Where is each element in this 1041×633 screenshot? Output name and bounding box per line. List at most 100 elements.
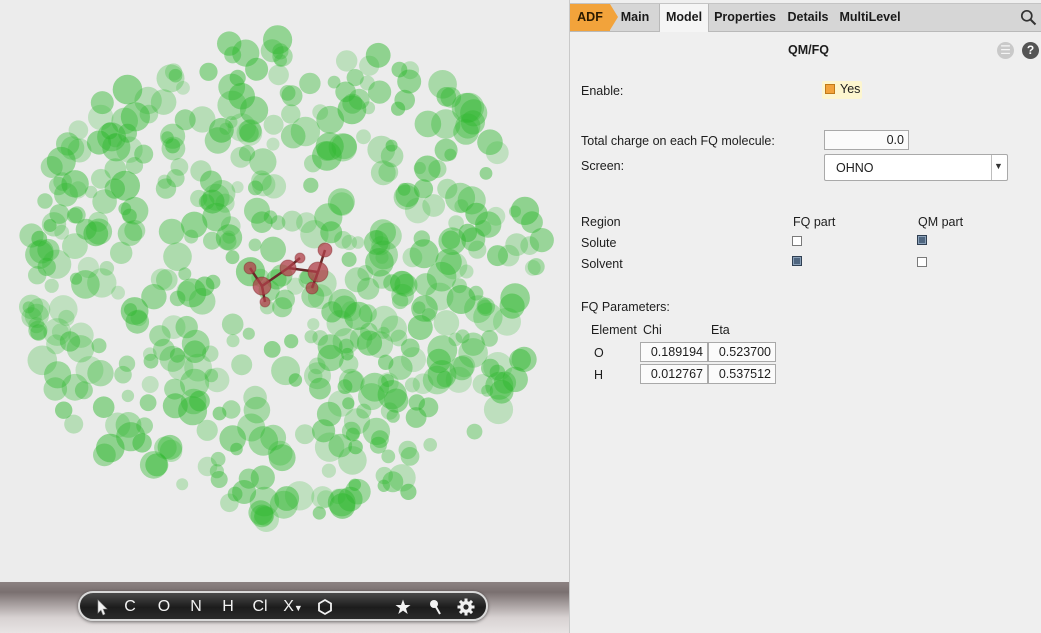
solvent-sphere[interactable] — [169, 347, 185, 363]
solvent-sphere[interactable] — [368, 80, 392, 104]
solvent-sphere[interactable] — [260, 424, 287, 451]
solvent-sphere[interactable] — [460, 110, 485, 135]
solvent-sphere[interactable] — [180, 368, 210, 398]
solvent-sphere[interactable] — [418, 397, 439, 418]
solvent-sphere[interactable] — [68, 120, 89, 140]
solvent-sphere[interactable] — [344, 301, 373, 331]
solvent-sphere[interactable] — [402, 247, 423, 268]
solvent-fq-checkbox[interactable] — [792, 256, 802, 266]
solvent-sphere[interactable] — [248, 500, 273, 525]
solvent-sphere[interactable] — [334, 231, 352, 249]
solvent-sphere[interactable] — [55, 401, 73, 419]
solvent-sphere[interactable] — [358, 383, 385, 411]
solvent-sphere[interactable] — [180, 388, 207, 415]
solvent-sphere[interactable] — [46, 334, 66, 355]
solvent-sphere[interactable] — [400, 338, 420, 358]
solvent-sphere[interactable] — [288, 373, 303, 387]
solvent-sphere[interactable] — [295, 424, 315, 445]
solvent-sphere[interactable] — [77, 256, 99, 279]
solvent-sphere[interactable] — [485, 371, 514, 400]
solvent-sphere[interactable] — [284, 481, 315, 511]
solvent-sphere[interactable] — [268, 444, 296, 472]
solvent-sphere[interactable] — [459, 264, 474, 279]
solvent-sphere[interactable] — [391, 292, 409, 310]
solvent-sphere[interactable] — [102, 133, 131, 162]
solvent-sphere[interactable] — [210, 471, 228, 488]
solvent-sphere[interactable] — [385, 139, 398, 152]
solvent-sphere[interactable] — [481, 358, 500, 378]
solvent-sphere[interactable] — [280, 123, 306, 149]
solvent-sphere[interactable] — [386, 409, 400, 423]
solvent-sphere[interactable] — [440, 252, 468, 280]
tab-properties[interactable]: Properties — [714, 10, 776, 24]
solvent-sphere[interactable] — [219, 122, 232, 135]
solvent-sphere[interactable] — [231, 354, 253, 376]
solvent-sphere[interactable] — [86, 130, 112, 155]
solvent-sphere[interactable] — [475, 220, 492, 237]
gear-icon[interactable] — [456, 597, 476, 617]
solvent-sphere[interactable] — [31, 230, 48, 247]
solvent-sphere[interactable] — [251, 211, 273, 233]
solvent-sphere[interactable] — [349, 327, 373, 350]
solvent-sphere[interactable] — [224, 46, 242, 64]
solvent-sphere[interactable] — [338, 368, 364, 393]
solvent-sphere[interactable] — [317, 334, 343, 360]
solvent-sphere[interactable] — [457, 186, 486, 215]
solvent-sphere[interactable] — [252, 173, 276, 197]
solvent-sphere[interactable] — [279, 85, 296, 101]
solvent-sphere[interactable] — [489, 379, 514, 404]
solvent-sphere[interactable] — [342, 397, 355, 410]
solvent-sphere[interactable] — [175, 315, 198, 339]
solvent-sphere[interactable] — [209, 464, 224, 479]
solvent-sphere[interactable] — [24, 303, 49, 328]
solvent-sphere[interactable] — [477, 129, 503, 155]
solvent-sphere[interactable] — [91, 338, 107, 354]
solvent-sphere[interactable] — [477, 299, 493, 315]
solvent-sphere[interactable] — [390, 329, 408, 347]
solvent-sphere[interactable] — [188, 288, 216, 315]
solvent-sphere[interactable] — [91, 168, 111, 189]
solute-atom[interactable] — [252, 276, 272, 296]
solvent-sphere[interactable] — [529, 228, 554, 253]
solvent-sphere[interactable] — [333, 295, 357, 319]
solvent-sphere[interactable] — [393, 184, 419, 210]
solvent-sphere[interactable] — [169, 290, 186, 307]
solvent-sphere[interactable] — [200, 189, 225, 214]
solvent-sphere[interactable] — [431, 109, 461, 139]
solvent-sphere[interactable] — [227, 113, 256, 142]
solvent-sphere[interactable] — [468, 285, 484, 301]
solvent-sphere[interactable] — [509, 205, 521, 218]
solvent-sphere[interactable] — [205, 274, 221, 290]
solvent-sphere[interactable] — [370, 305, 398, 334]
solvent-sphere[interactable] — [370, 160, 396, 186]
solvent-sphere[interactable] — [413, 230, 430, 247]
solvent-sphere[interactable] — [290, 116, 321, 147]
solvent-sphere[interactable] — [181, 329, 210, 358]
solvent-sphere[interactable] — [117, 221, 143, 246]
solvent-sphere[interactable] — [426, 348, 451, 373]
solvent-sphere[interactable] — [436, 370, 453, 388]
solvent-sphere[interactable] — [156, 64, 185, 93]
solvent-sphere[interactable] — [248, 426, 279, 456]
solvent-sphere[interactable] — [472, 374, 493, 395]
solute-atom[interactable] — [294, 252, 306, 264]
solvent-sphere[interactable] — [303, 177, 319, 193]
solvent-sphere[interactable] — [215, 224, 243, 251]
solvent-sphere[interactable] — [314, 203, 343, 232]
solvent-sphere[interactable] — [249, 486, 280, 517]
solvent-sphere[interactable] — [96, 433, 125, 463]
solute-atom[interactable] — [305, 281, 319, 295]
solvent-sphere[interactable] — [163, 242, 192, 271]
solvent-sphere[interactable] — [118, 202, 132, 216]
solvent-sphere[interactable] — [321, 463, 336, 478]
solvent-sphere[interactable] — [330, 488, 346, 505]
solvent-sphere[interactable] — [369, 219, 396, 246]
solvent-sphere[interactable] — [414, 110, 442, 138]
solvent-sphere[interactable] — [327, 488, 356, 517]
solvent-sphere[interactable] — [296, 212, 317, 234]
solvent-sphere[interactable] — [239, 123, 259, 143]
solvent-sphere[interactable] — [421, 308, 436, 323]
solvent-sphere[interactable] — [37, 257, 56, 277]
solvent-sphere[interactable] — [199, 62, 218, 81]
solvent-sphere[interactable] — [168, 68, 183, 83]
